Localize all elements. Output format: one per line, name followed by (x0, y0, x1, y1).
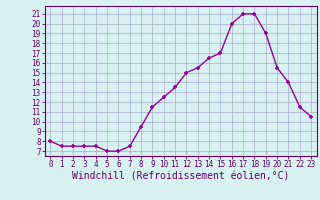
X-axis label: Windchill (Refroidissement éolien,°C): Windchill (Refroidissement éolien,°C) (72, 172, 290, 182)
